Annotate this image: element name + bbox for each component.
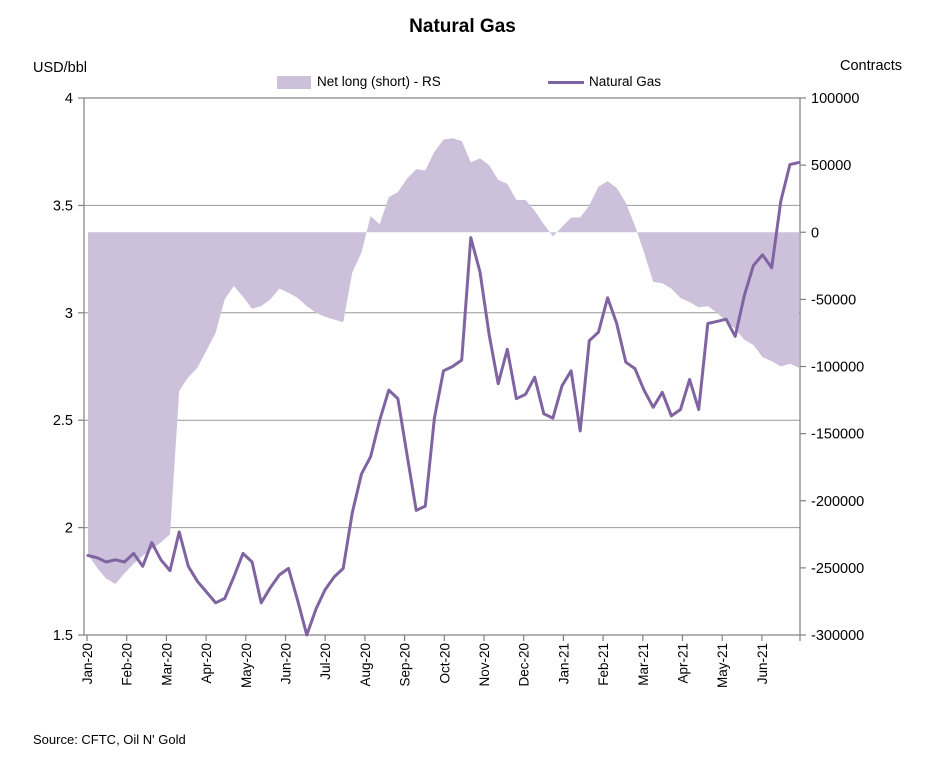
x-axis-tick-label: Jun-20 (279, 643, 294, 684)
left-axis-tick-label: 3 (65, 306, 73, 322)
left-axis-tick-label: 2 (65, 521, 73, 537)
net-long-swatch-icon (277, 76, 311, 89)
left-axis-tick-label: 4 (65, 91, 73, 107)
x-axis-tick-label: Mar-21 (636, 643, 651, 686)
x-axis-tick-label: Jul-20 (318, 643, 333, 680)
left-axis-tick-label: 3.5 (53, 198, 73, 214)
x-axis-tick-label: Apr-20 (199, 643, 214, 684)
x-axis-tick-label: Feb-21 (596, 643, 611, 686)
right-axis-tick-label: -50000 (811, 292, 856, 308)
x-axis-tick-label: May-20 (239, 643, 254, 688)
left-axis-tick-label: 2.5 (53, 413, 73, 429)
x-axis-tick-label: Mar-20 (159, 643, 174, 686)
x-axis-tick-label: Jun-21 (755, 643, 770, 684)
x-axis-tick-label: May-21 (715, 643, 730, 688)
x-axis-tick-label: Dec-20 (517, 643, 532, 687)
chart-legend: Net long (short) - RS Natural Gas (0, 72, 925, 92)
left-axis-title: USD/bbl (33, 60, 87, 76)
x-axis-tick-label: Feb-20 (120, 643, 135, 686)
right-axis-tick-label: -200000 (811, 494, 864, 510)
right-axis-title: Contracts (840, 58, 903, 74)
legend-net-long-label: Net long (short) - RS (317, 74, 441, 89)
net-long-area (88, 138, 799, 585)
right-axis-tick-label: 0 (811, 225, 819, 241)
right-axis-tick-label: -100000 (811, 360, 864, 376)
right-axis-tick-label: -300000 (811, 628, 864, 644)
x-axis-tick-label: Jan-21 (556, 643, 571, 684)
right-axis-tick-label: -250000 (811, 561, 864, 577)
right-axis-tick-label: -150000 (811, 427, 864, 443)
right-axis-tick-label: 100000 (811, 91, 859, 107)
legend-natural-gas-label: Natural Gas (589, 74, 662, 89)
x-axis-tick-label: Nov-20 (477, 643, 492, 687)
chart-title: Natural Gas (409, 16, 516, 37)
natural-gas-line (86, 160, 801, 637)
x-axis-tick-label: Jan-20 (80, 643, 95, 684)
x-axis-tick-label: Oct-20 (437, 643, 452, 684)
x-axis-tick-label: Apr-21 (676, 643, 691, 684)
x-axis-tick-label: Sep-20 (398, 643, 413, 687)
source-note: Source: CFTC, Oil N' Gold (33, 732, 186, 747)
left-axis-tick-label: 1.5 (53, 628, 73, 644)
natural-gas-line-swatch-icon (548, 81, 584, 84)
right-axis-tick-label: 50000 (811, 158, 851, 174)
x-axis-tick-label: Aug-20 (358, 643, 373, 687)
